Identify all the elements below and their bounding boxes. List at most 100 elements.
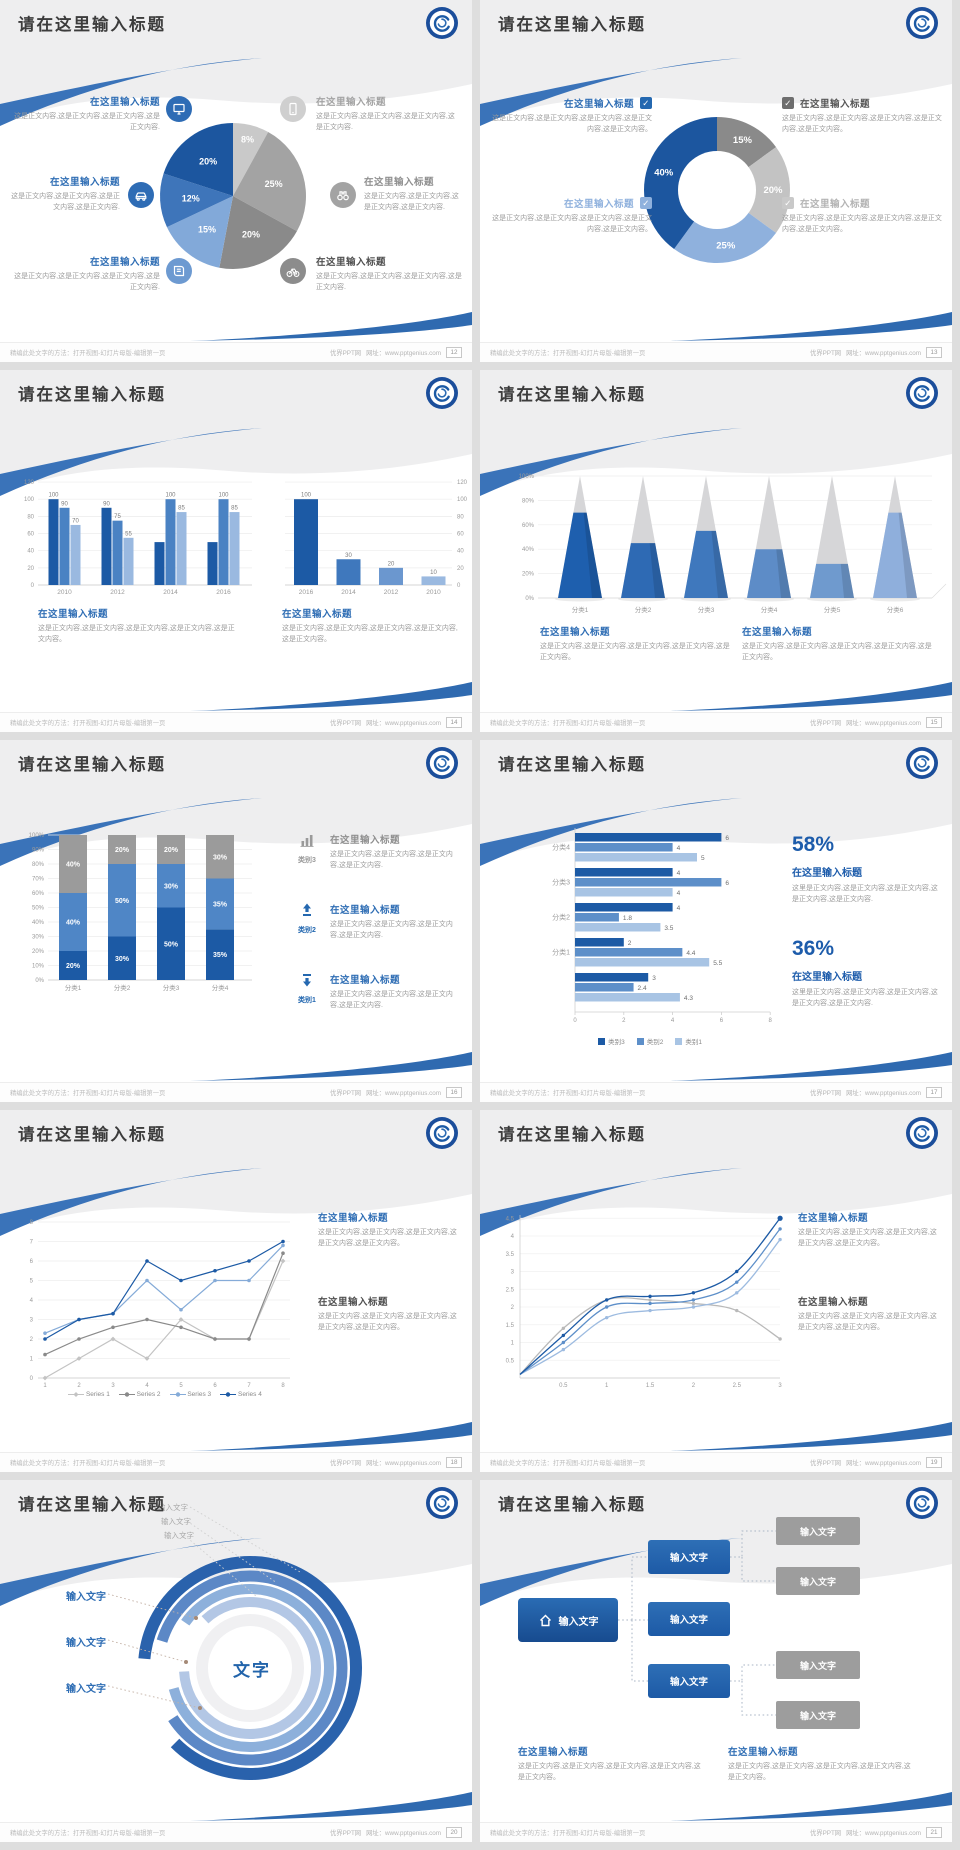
feature-block: 在这里输入标题 这是正文内容,这是正文内容,这是正文内容,这是正文内容. [316,94,460,133]
stat-block: 58% 在这里输入标题 这里是正文内容,这是正文内容,这是正文内容,这是正文内容… [792,828,940,905]
legend-swatch [636,1037,644,1045]
feature-title: 在这里输入标题 [316,97,387,108]
svg-text:30: 30 [345,553,352,559]
svg-text:5.5: 5.5 [713,960,722,967]
text-block-body: 这是正文内容,这是正文内容,这是正文内容,这是正文内容,这是正文内容。 [728,1763,911,1782]
footer-swoosh [0,1048,472,1082]
page-number: 16 [446,1087,462,1098]
svg-text:60: 60 [27,532,34,538]
svg-text:4: 4 [677,845,681,852]
svg-text:8: 8 [281,1383,285,1389]
text-block-body: 这是正文内容,这是正文内容,这是正文内容,这是正文内容,这是正文内容。 [798,1229,937,1248]
slide-page-21[interactable]: 请在这里输入标题 输入文字 输入文字 输入文字 输入文字 输入文字 输入文字 输… [480,1480,952,1842]
text-block: 在这里输入标题 这是正文内容,这是正文内容,这是正文内容,这是正文内容,这是正文… [318,1210,458,1249]
text-block-body: 这是正文内容,这是正文内容,这是正文内容,这是正文内容,这是正文内容。 [318,1229,457,1248]
binoculars-icon [330,182,356,208]
svg-text:2010: 2010 [426,589,441,596]
checkbox-icon [782,197,794,209]
slide-title: 请在这里输入标题 [498,1126,646,1144]
text-block-title: 在这里输入标题 [318,1213,389,1224]
school-logo-icon [905,6,939,40]
svg-text:4.5: 4.5 [506,1216,515,1222]
svg-text:20%: 20% [115,847,130,854]
footer-swoosh [0,1418,472,1452]
slide-page-20[interactable]: 请在这里输入标题 文字 输入文字 输入文字 输入文字 输入文字 输入文字 输入文… [0,1480,472,1842]
leaf-node: 输入文字 [776,1567,860,1595]
slide-page-12[interactable]: 请在这里输入标题 8% 25% 20% 15% 12% 20% 在这里输入标题 这是正文内… [0,0,472,362]
svg-text:25%: 25% [265,179,283,189]
svg-text:25%: 25% [716,240,736,251]
page-number: 13 [926,347,942,358]
svg-text:5: 5 [179,1383,183,1389]
legend-label: 类别1 [685,1039,702,1046]
bar-charts: 0204060801001202010100907020129075552014… [24,480,468,596]
svg-text:1.5: 1.5 [506,1323,515,1329]
text-block-body: 这是正文内容,这是正文内容,这是正文内容,这是正文内容. [330,921,453,940]
feature-title: 在这里输入标题 [89,257,160,268]
legend-item: 类别3 [290,832,324,865]
svg-text:0: 0 [573,1018,577,1024]
leaf-node-label: 输入文字 [799,1526,836,1537]
legend-label: Series 3 [187,1391,212,1398]
svg-text:60%: 60% [32,891,45,897]
svg-text:70%: 70% [32,877,45,883]
slide-page-15[interactable]: 请在这里输入标题 0% 20% 40% 60% 80% 100% 分类1 分类2 分类3 分类4 分… [480,370,952,732]
slide-title: 请在这里输入标题 [498,386,646,404]
page-number: 17 [926,1087,942,1098]
school-logo-icon [425,746,459,780]
page-number: 15 [926,717,942,728]
ring-label-top: 输入文字 [164,1531,194,1540]
slide-page-18[interactable]: 请在这里输入标题 0 1 2 3 4 5 6 7 8 1 2 3 4 5 6 7 8 Series 1 Seri… [0,1110,472,1472]
footer-left-text: 精编此处文字的方法：打开视图-幻灯片母版-编辑第一页 [10,1460,166,1467]
slide-footer: 精编此处文字的方法：打开视图-幻灯片母版-编辑第一页 优界PPT网 网址：www.… [480,712,952,732]
svg-text:30%: 30% [164,883,179,890]
text-block-title: 在这里输入标题 [330,835,401,846]
slide-page-17[interactable]: 请在这里输入标题 0 2 4 6 8 分类4 6 4 5 分类3 4 6 4 分类2 4 1.8 3.5 分类1 2… [480,740,952,1102]
svg-text:0%: 0% [35,978,44,984]
svg-text:8: 8 [30,1220,34,1226]
svg-text:90: 90 [103,501,110,507]
slide-page-14[interactable]: 请在这里输入标题 0 20 40 60 80 100 120 2010 100 90 70 2012 9… [0,370,472,732]
slide-title: 请在这里输入标题 [498,1496,646,1514]
check-block-body: 这是正文内容,这是正文内容,这是正文内容,这是正文内容,这是正文内容。 [782,215,942,234]
svg-text:2012: 2012 [110,589,125,596]
svg-text:20%: 20% [32,949,45,955]
footer-left-text: 精编此处文字的方法：打开视图-幻灯片母版-编辑第一页 [490,1830,646,1837]
text-block: 在这里输入标题 这是正文内容,这是正文内容,这是正文内容,这是正文内容,这是正文… [798,1294,938,1333]
ring-label-top: 输入文字 [161,1517,191,1526]
svg-text:70: 70 [72,518,79,524]
slide-page-13[interactable]: 请在这里输入标题 15% 20% 25% 40% 在这里输入标题 这是正文内容,这是正… [480,0,952,362]
svg-text:100: 100 [48,493,59,499]
feature-title: 在这里输入标题 [364,177,435,188]
svg-text:4: 4 [677,870,681,877]
svg-text:10: 10 [430,570,437,576]
svg-text:50%: 50% [164,941,179,948]
slide-page-19[interactable]: 请在这里输入标题 0.5 1 1.5 2 2.5 3 3.5 4 4.5 0.5 1 1.5 2 2.5 3… [480,1110,952,1472]
school-logo-icon [425,6,459,40]
text-block-body: 这是正文内容,这是正文内容,这是正文内容,这是正文内容,这是正文内容。 [318,1313,457,1332]
svg-text:分类5: 分类5 [824,605,841,614]
svg-text:3: 3 [778,1383,782,1389]
slide-footer: 精编此处文字的方法：打开视图-幻灯片母版-编辑第一页 优界PPT网 网址：www.… [0,1082,472,1102]
svg-text:12%: 12% [182,194,200,204]
text-block: 在这里输入标题 这是正文内容,这是正文内容,这是正文内容,这是正文内容,这是正文… [318,1294,458,1333]
svg-text:4: 4 [145,1383,149,1389]
slide-title: 请在这里输入标题 [498,16,646,34]
text-block: 在这里输入标题 这是正文内容,这是正文内容,这是正文内容,这是正文内容,这是正文… [728,1744,916,1783]
svg-text:35%: 35% [213,952,228,959]
page-number: 14 [446,717,462,728]
footer-left-text: 精编此处文字的方法：打开视图-幻灯片母版-编辑第一页 [10,1090,166,1097]
svg-text:7: 7 [247,1383,251,1389]
text-block-title: 在这里输入标题 [330,975,401,986]
slide-page-16[interactable]: 请在这里输入标题 0% 10% 20% 30% 40% 50% 60% 70% 80% 90% 10… [0,740,472,1102]
svg-text:8: 8 [769,1018,773,1024]
svg-text:4.3: 4.3 [684,995,693,1002]
svg-text:4: 4 [511,1234,515,1240]
slide-title: 请在这里输入标题 [498,756,646,774]
mid-node-label: 输入文字 [669,1615,708,1626]
svg-text:2: 2 [692,1383,696,1389]
home-icon [539,1613,551,1626]
checkbox-icon [782,97,794,109]
svg-text:6: 6 [725,880,729,887]
feature-body: 这是正文内容,这是正文内容,这是正文内容,这是正文内容. [14,273,160,292]
